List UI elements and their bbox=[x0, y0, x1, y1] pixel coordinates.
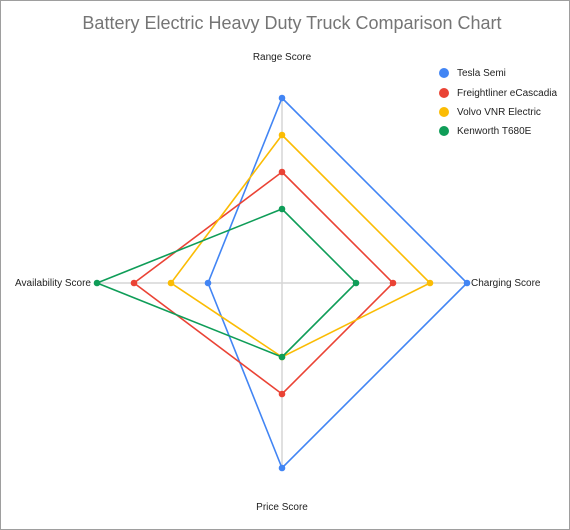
data-point[interactable] bbox=[167, 279, 175, 287]
series-layer bbox=[93, 94, 471, 472]
legend-item: Volvo VNR Electric bbox=[439, 107, 541, 118]
legend-marker bbox=[439, 126, 449, 136]
series-line bbox=[169, 133, 432, 358]
legend: Tesla Semi Freightliner eCascadia Volvo … bbox=[439, 68, 557, 137]
data-point[interactable] bbox=[93, 279, 101, 287]
legend-marker bbox=[439, 88, 449, 98]
axis-label-price: Price Score bbox=[256, 502, 308, 513]
axis-label-availability: Availability Score bbox=[15, 278, 91, 289]
data-point[interactable] bbox=[352, 279, 360, 287]
data-point[interactable] bbox=[278, 168, 286, 176]
data-point[interactable] bbox=[426, 279, 434, 287]
data-point[interactable] bbox=[278, 390, 286, 398]
chart-title: Battery Electric Heavy Duty Truck Compar… bbox=[82, 13, 501, 33]
data-point[interactable] bbox=[130, 279, 138, 287]
legend-label: Volvo VNR Electric bbox=[457, 107, 541, 118]
legend-label: Kenworth T680E bbox=[457, 126, 532, 137]
series-kenworth-t680e bbox=[93, 205, 360, 361]
data-point[interactable] bbox=[278, 94, 286, 102]
axis-lines bbox=[94, 97, 466, 467]
axis-label-range: Range Score bbox=[253, 52, 312, 63]
axis-label-charging: Charging Score bbox=[471, 278, 541, 289]
data-point[interactable] bbox=[204, 279, 212, 287]
series-volvo-vnr-electric bbox=[167, 131, 434, 361]
data-point[interactable] bbox=[463, 279, 471, 287]
legend-item: Kenworth T680E bbox=[439, 126, 532, 137]
data-point[interactable] bbox=[278, 205, 286, 213]
data-point[interactable] bbox=[389, 279, 397, 287]
legend-item: Tesla Semi bbox=[439, 68, 506, 79]
legend-marker bbox=[439, 107, 449, 117]
series-freightliner-ecascadia bbox=[130, 168, 397, 398]
legend-label: Tesla Semi bbox=[457, 68, 506, 79]
series-tesla-semi bbox=[204, 94, 471, 472]
legend-marker bbox=[439, 68, 449, 78]
legend-item: Freightliner eCascadia bbox=[439, 88, 557, 99]
data-point[interactable] bbox=[278, 353, 286, 361]
legend-label: Freightliner eCascadia bbox=[457, 88, 557, 99]
data-point[interactable] bbox=[278, 131, 286, 139]
data-point[interactable] bbox=[278, 464, 286, 472]
